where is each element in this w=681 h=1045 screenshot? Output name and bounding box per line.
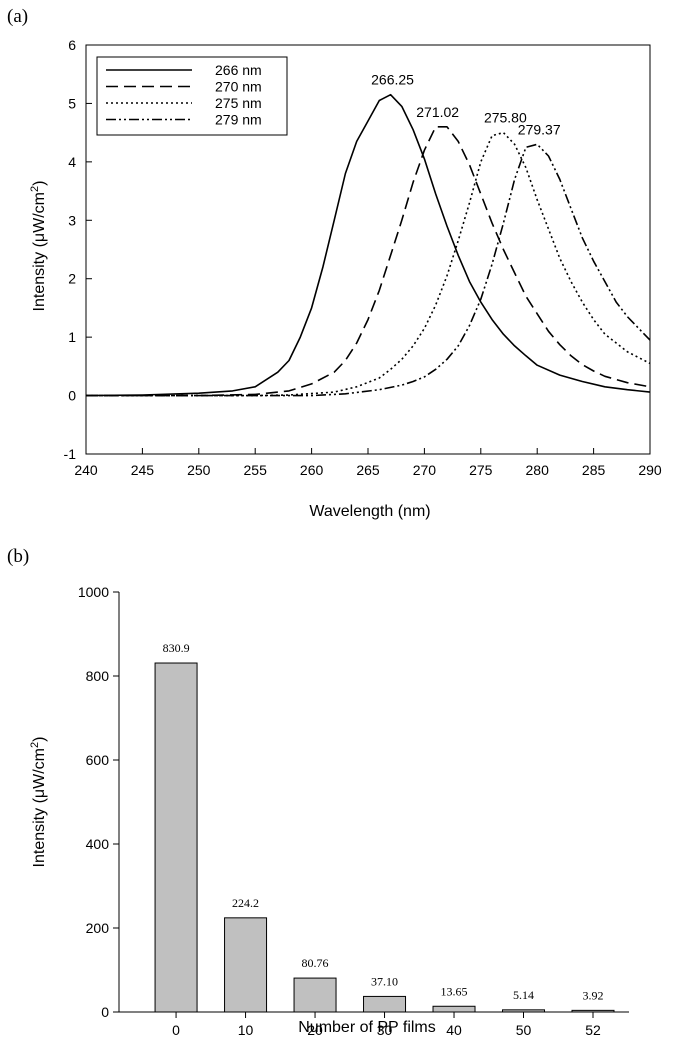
- x-tick-label: 255: [244, 462, 268, 478]
- bar: [503, 1010, 545, 1012]
- x-tick-label: 250: [187, 462, 211, 478]
- peak-label: 271.02: [416, 104, 459, 120]
- x-tick-label: 285: [582, 462, 606, 478]
- line-chart-panel: 240 245 250 255 260 265 270 275 280 285 290 -1 0 1 2 3 4…: [64, 37, 662, 478]
- bar: [572, 1010, 614, 1012]
- x-tick-label: 290: [638, 462, 662, 478]
- y-tick-label: 800: [86, 668, 110, 684]
- x-tick-label: 265: [356, 462, 380, 478]
- x-tick-label: 10: [238, 1022, 254, 1038]
- line-chart-y-axis-title: Intensity (μW/cm2): [29, 181, 48, 312]
- bar-value-label: 80.76: [302, 956, 329, 970]
- legend-label: 266 nm: [215, 62, 262, 78]
- peak-label: 266.25: [371, 72, 414, 88]
- series-line: [86, 127, 650, 396]
- y-tick-label: -1: [64, 446, 77, 462]
- y-tick-label: 6: [68, 37, 76, 53]
- y-tick-label: 4: [68, 154, 76, 170]
- y-tick-label: 200: [86, 920, 110, 936]
- y-tick-label: 600: [86, 752, 110, 768]
- x-tick-label: 52: [585, 1022, 601, 1038]
- x-tick-label: 40: [446, 1022, 462, 1038]
- panel-b-label: (b): [7, 546, 29, 567]
- y-tick-label: 0: [101, 1004, 109, 1020]
- y-tick-label: 400: [86, 836, 110, 852]
- panel-a-label: (a): [7, 6, 28, 27]
- bar-value-label: 830.9: [163, 641, 190, 655]
- bar-chart-x-axis-title: Number of PP films: [298, 1019, 436, 1036]
- bar-chart-panel: 02004006008001000830.90224.21080.762037.…: [78, 584, 629, 1038]
- bar: [225, 918, 267, 1012]
- bar-value-label: 13.65: [441, 984, 468, 998]
- x-tick-label: 275: [469, 462, 493, 478]
- bar-chart-y-axis-title: Intensity (μW/cm2): [29, 737, 48, 868]
- y-tick-label: 1: [68, 329, 76, 345]
- legend-label: 270 nm: [215, 79, 262, 95]
- bar: [294, 978, 336, 1012]
- x-tick-label: 270: [413, 462, 437, 478]
- x-tick-label: 280: [526, 462, 550, 478]
- bar-value-label: 3.92: [583, 988, 604, 1002]
- series-line: [86, 133, 650, 396]
- legend-label: 279 nm: [215, 112, 262, 128]
- y-tick-label: 0: [68, 388, 76, 404]
- bar-value-label: 37.10: [371, 974, 398, 988]
- y-tick-label: 5: [68, 95, 76, 111]
- x-tick-label: 240: [74, 462, 98, 478]
- legend-label: 275 nm: [215, 95, 262, 111]
- x-tick-label: 260: [300, 462, 324, 478]
- y-tick-label: 2: [68, 271, 76, 287]
- bar-value-label: 224.2: [232, 896, 259, 910]
- bar: [433, 1006, 475, 1012]
- x-tick-label: 0: [172, 1022, 180, 1038]
- bar: [155, 663, 197, 1012]
- x-tick-label: 245: [131, 462, 155, 478]
- bar: [364, 996, 406, 1012]
- bar-value-label: 5.14: [513, 988, 534, 1002]
- x-tick-label: 50: [516, 1022, 532, 1038]
- line-chart-x-axis-title: Wavelength (nm): [309, 503, 430, 520]
- peak-label: 279.37: [518, 121, 561, 137]
- y-tick-label: 3: [68, 212, 76, 228]
- y-tick-label: 1000: [78, 584, 109, 600]
